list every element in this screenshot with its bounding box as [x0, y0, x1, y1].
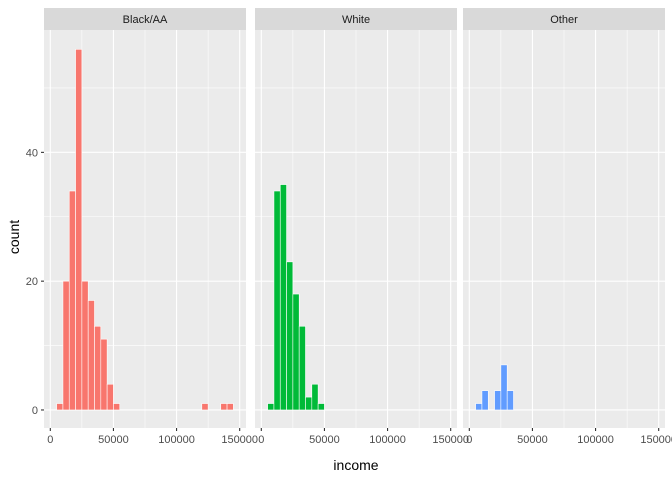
- x-tick-label: 100000: [158, 434, 195, 446]
- x-tick-label: 50000: [98, 434, 129, 446]
- histogram-bar: [317, 403, 325, 411]
- facet-strip: [255, 8, 457, 30]
- x-tick-label: 150000: [640, 434, 672, 446]
- histogram-bar: [56, 403, 64, 411]
- y-tick-label: 0: [32, 405, 38, 417]
- histogram-bar: [292, 293, 300, 411]
- histogram-bar: [62, 280, 70, 411]
- x-tick-label: 100000: [369, 434, 406, 446]
- histogram-bar: [100, 338, 108, 411]
- histogram-bar: [201, 403, 209, 411]
- histogram-bar: [305, 396, 313, 411]
- histogram-bar: [286, 261, 294, 411]
- histogram-bar: [279, 184, 287, 411]
- histogram-bar: [298, 325, 306, 411]
- facet-strip: [463, 8, 665, 30]
- facet-strip-label: Other: [550, 14, 578, 26]
- histogram-bar: [94, 325, 102, 411]
- y-tick-label: 20: [26, 276, 38, 288]
- histogram-bar: [113, 403, 121, 411]
- facet-strip-label: Black/AA: [123, 14, 168, 26]
- histogram-bar: [506, 390, 514, 411]
- facet-panels: Black/AA 0 50000 100000 150000 White 0 50000 100…: [44, 8, 672, 446]
- facet-panel: Other 0 50000 100000 150000: [463, 8, 672, 446]
- histogram-bar: [267, 403, 275, 411]
- x-tick-label: 0: [258, 434, 264, 446]
- x-tick-label: 0: [47, 434, 53, 446]
- histogram-bar: [68, 190, 76, 411]
- facet-strip: [44, 8, 246, 30]
- histogram-bar: [220, 403, 228, 411]
- x-tick-label: 50000: [309, 434, 340, 446]
- x-tick-label: 150000: [432, 434, 469, 446]
- histogram-bar: [500, 364, 508, 411]
- histogram-bar: [311, 383, 319, 411]
- facet-panel: Black/AA 0 50000 100000 150000: [44, 8, 258, 446]
- x-axis-title: income: [333, 457, 378, 473]
- x-tick-label: 150000: [221, 434, 258, 446]
- histogram-bar: [273, 190, 281, 411]
- x-tick-label: 100000: [577, 434, 614, 446]
- histogram-bar: [475, 403, 483, 411]
- y-tick-label: 40: [26, 147, 38, 159]
- x-tick-label: 50000: [517, 434, 548, 446]
- histogram-bar: [75, 49, 83, 411]
- histogram-bar: [226, 403, 234, 411]
- facet-panel: White 0 50000 100000 150000: [255, 8, 469, 446]
- facet-strip-label: White: [342, 14, 370, 26]
- y-axis: 0 20 40: [26, 147, 44, 417]
- histogram-bar: [87, 300, 95, 411]
- x-tick-label: 0: [466, 434, 472, 446]
- y-axis-title: count: [6, 220, 22, 254]
- histogram-bar: [106, 383, 114, 411]
- histogram-bar: [81, 280, 89, 411]
- histogram-bar: [481, 390, 489, 411]
- histogram-bar: [494, 390, 502, 411]
